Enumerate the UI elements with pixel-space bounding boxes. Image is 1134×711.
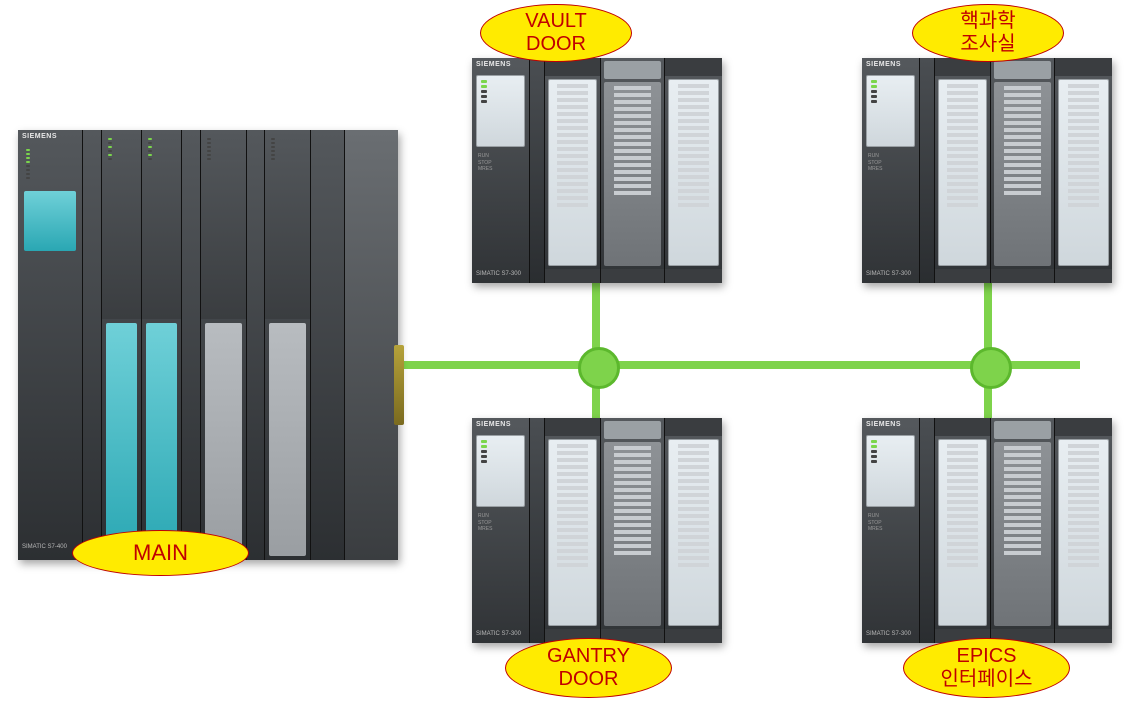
label-nuclear-line1: 핵과학 — [960, 10, 1015, 33]
label-epics-line2: 인터페이스 — [941, 668, 1033, 691]
net-node-a — [578, 347, 620, 389]
label-nuclear: 핵과학조사실 — [912, 4, 1064, 62]
label-nuclear-line2: 조사실 — [960, 33, 1015, 56]
label-epics: EPICS인터페이스 — [903, 638, 1070, 698]
plc-main: SIEMENSSIMATIC S7-400 — [18, 130, 398, 560]
label-epics-line1: EPICS — [956, 645, 1016, 668]
label-gantry-line1: GANTRY — [547, 645, 630, 668]
label-vault-line2: DOOR — [526, 33, 586, 56]
label-main: MAIN — [72, 530, 249, 576]
net-node-b — [970, 347, 1012, 389]
label-vault: VAULTDOOR — [480, 4, 632, 62]
plc-epics-interface: SIEMENSRUNSTOPMRESSIMATIC S7-300 — [862, 418, 1112, 643]
plc-vault-door: SIEMENSRUNSTOPMRESSIMATIC S7-300 — [472, 58, 722, 283]
label-gantry-line2: DOOR — [559, 668, 619, 691]
plc-nuclear-lab: SIEMENSRUNSTOPMRESSIMATIC S7-300 — [862, 58, 1112, 283]
label-main-text: MAIN — [133, 540, 188, 565]
plc-gantry-door: SIEMENSRUNSTOPMRESSIMATIC S7-300 — [472, 418, 722, 643]
label-gantry: GANTRYDOOR — [505, 638, 672, 698]
label-vault-line1: VAULT — [525, 10, 587, 33]
